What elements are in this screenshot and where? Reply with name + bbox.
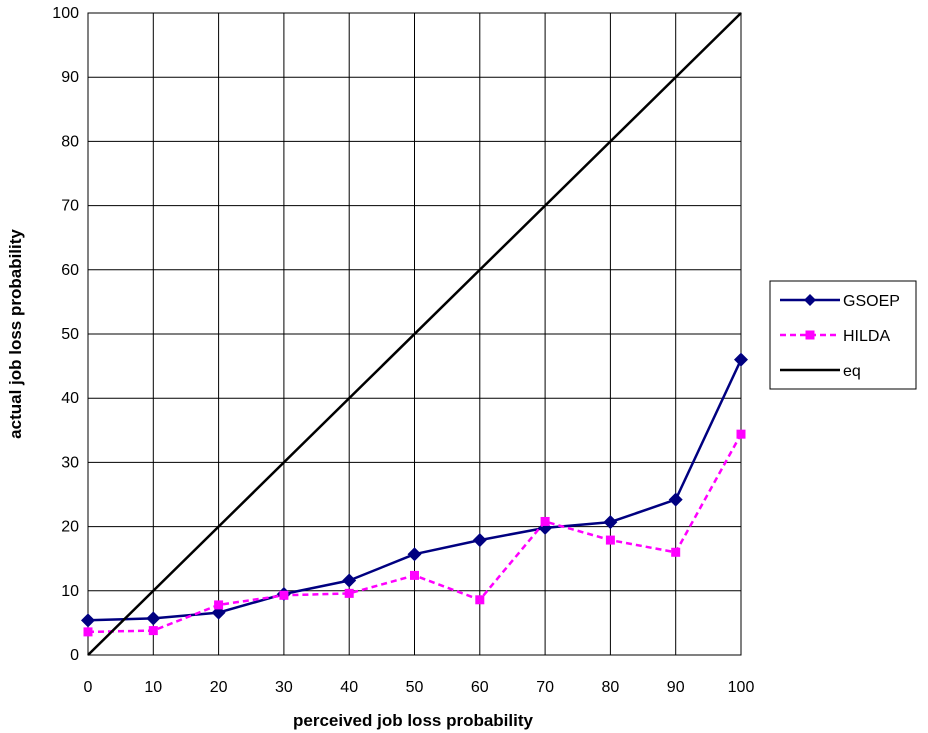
legend-label-hilda: HILDA — [843, 328, 890, 345]
legend-item-gsoep: GSOEP — [780, 293, 900, 310]
plot-area-frame — [87, 12, 742, 656]
data-point-gsoep — [603, 515, 618, 530]
data-point-hilda — [736, 429, 746, 439]
y-axis-title: actual job loss probability — [6, 229, 25, 439]
y-tick-label: 30 — [61, 454, 79, 471]
series-eq — [87, 12, 742, 656]
data-point-hilda — [475, 595, 485, 605]
data-point-gsoep — [407, 547, 422, 562]
series-line-eq — [87, 12, 742, 656]
x-tick-label: 40 — [340, 679, 358, 696]
x-axis-title: perceived job loss probability — [293, 711, 533, 730]
data-point-gsoep — [734, 352, 748, 367]
x-tick-label: 90 — [667, 679, 685, 696]
x-axis-tick-labels: 0 10 20 30 40 50 60 70 80 90 100 — [84, 679, 755, 696]
series-hilda — [83, 429, 746, 637]
data-point-hilda — [410, 570, 419, 580]
legend-marker-hilda — [805, 330, 815, 340]
data-point-hilda — [344, 588, 354, 598]
data-point-hilda — [83, 627, 93, 637]
y-tick-label: 60 — [61, 262, 79, 279]
y-tick-label: 10 — [61, 583, 79, 600]
x-tick-label: 70 — [536, 679, 554, 696]
legend: GSOEP HILDA eq — [769, 280, 917, 390]
x-tick-label: 60 — [471, 679, 489, 696]
data-point-gsoep — [146, 611, 161, 626]
x-tick-label: 50 — [406, 679, 424, 696]
legend-item-eq: eq — [780, 363, 861, 380]
y-tick-label: 20 — [61, 519, 79, 536]
y-tick-label: 50 — [61, 326, 79, 343]
y-tick-label: 70 — [61, 198, 79, 215]
data-point-hilda — [148, 626, 158, 636]
legend-marker-gsoep — [804, 294, 816, 306]
y-tick-label: 40 — [61, 390, 79, 407]
data-point-hilda — [671, 547, 681, 557]
x-tick-label: 0 — [84, 679, 93, 696]
legend-label-gsoep: GSOEP — [843, 293, 900, 310]
data-point-gsoep — [342, 573, 357, 588]
data-point-gsoep — [81, 613, 95, 628]
y-tick-label: 100 — [52, 5, 79, 22]
data-point-gsoep — [668, 492, 683, 507]
x-tick-label: 80 — [602, 679, 620, 696]
y-tick-label: 80 — [61, 133, 79, 150]
data-point-hilda — [279, 590, 289, 600]
data-point-hilda — [214, 600, 224, 610]
x-tick-label: 10 — [144, 679, 162, 696]
x-tick-label: 20 — [210, 679, 228, 696]
series-group — [81, 12, 748, 656]
legend-label-eq: eq — [843, 363, 861, 380]
data-point-hilda — [605, 535, 615, 545]
x-tick-label: 100 — [728, 679, 755, 696]
x-tick-label: 30 — [275, 679, 293, 696]
data-point-hilda — [540, 516, 550, 526]
y-axis-tick-labels: 0 10 20 30 40 50 60 70 80 90 100 — [52, 5, 79, 664]
y-tick-label: 90 — [61, 69, 79, 86]
data-point-gsoep — [472, 533, 487, 548]
legend-item-hilda: HILDA — [780, 328, 890, 345]
y-tick-label: 0 — [70, 647, 79, 664]
